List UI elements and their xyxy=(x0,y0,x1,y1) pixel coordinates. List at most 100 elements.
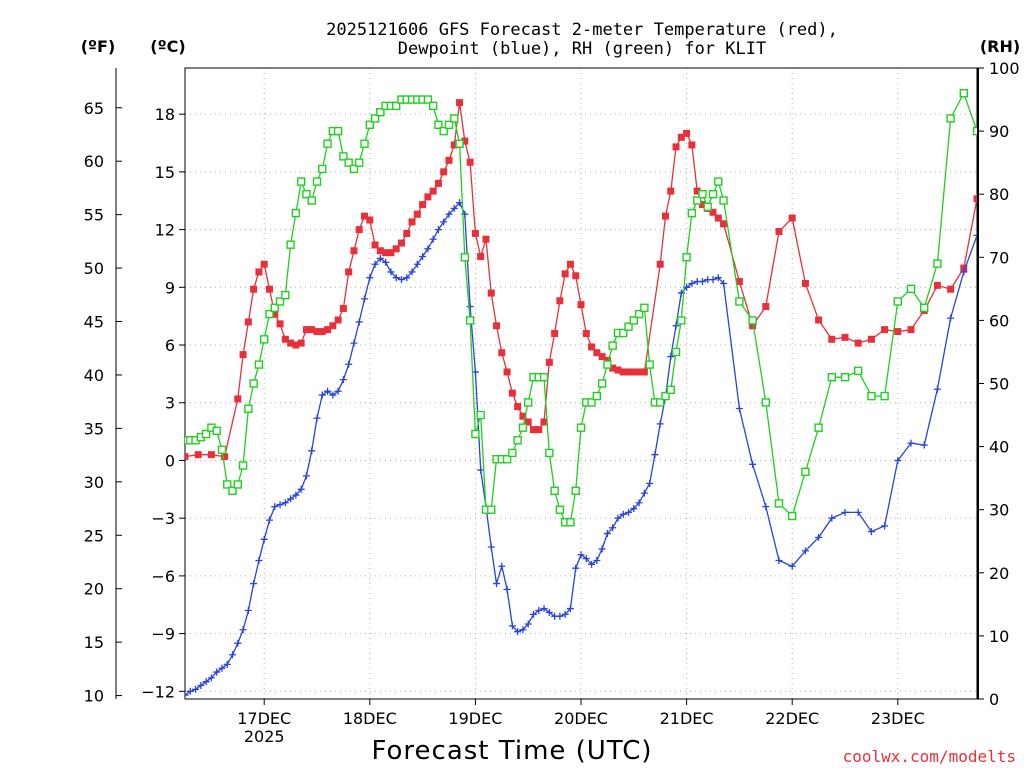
dewpoint-point xyxy=(960,268,968,276)
rh-point xyxy=(444,120,454,129)
rh-tick-label: 20 xyxy=(989,564,1009,583)
rh-point xyxy=(906,284,916,294)
dewpoint-point xyxy=(397,276,405,284)
dewpoint-point xyxy=(828,514,836,522)
temperature-point xyxy=(828,335,836,343)
temperature-point xyxy=(466,158,474,166)
c-tick-label: −6 xyxy=(151,567,175,586)
rh-point xyxy=(318,164,327,174)
dewpoint-point xyxy=(265,516,273,524)
temperature-point xyxy=(683,129,691,137)
dewpoint-point xyxy=(192,685,200,693)
rh-point xyxy=(201,429,211,439)
dewpoint-point xyxy=(218,664,226,672)
dewpoint-point xyxy=(366,274,374,282)
dewpoint-point xyxy=(487,543,495,551)
dewpoint-point xyxy=(894,456,902,464)
rh-point xyxy=(880,391,889,401)
grid-lines xyxy=(185,68,977,699)
x-tick-label: 19DEC xyxy=(448,709,502,728)
temperature-point xyxy=(529,426,537,434)
dewpoint-point xyxy=(588,560,596,568)
dewpoint-point xyxy=(603,530,611,538)
rh-point xyxy=(933,259,942,268)
dewpoint-point xyxy=(244,607,252,615)
temperature-point xyxy=(194,451,202,459)
rh-point xyxy=(333,126,343,136)
dewpoint-point xyxy=(635,499,643,507)
rh-point xyxy=(827,372,836,382)
dewpoint-point xyxy=(619,510,627,518)
temperature-point xyxy=(355,226,363,234)
temperature-point xyxy=(408,218,416,226)
rh-point xyxy=(355,158,364,167)
temperature-point xyxy=(540,418,548,426)
rh-point xyxy=(576,423,586,432)
rh-tick-label: 80 xyxy=(989,185,1009,204)
series-temperature xyxy=(185,95,994,461)
temperature-point xyxy=(947,285,955,293)
dewpoint-point xyxy=(973,231,977,239)
temperature-point xyxy=(709,208,717,216)
dewpoint-point xyxy=(762,503,770,511)
temperature-point xyxy=(598,353,606,361)
temperature-point xyxy=(640,368,648,376)
rh-point xyxy=(228,486,237,495)
dewpoint-point xyxy=(350,339,358,347)
temperature-point xyxy=(672,143,680,151)
dewpoint-point xyxy=(329,391,337,399)
dewpoint-point xyxy=(207,674,215,682)
temperature-point xyxy=(292,341,300,349)
dewpoint-point xyxy=(907,439,915,447)
x-tick-label: 22DEC xyxy=(765,709,819,728)
rh-point xyxy=(238,461,248,470)
temperature-point xyxy=(609,364,617,372)
f-tick-label: 45 xyxy=(84,313,104,332)
dewpoint-point xyxy=(841,508,849,516)
rh-point xyxy=(597,379,607,388)
temperature-point xyxy=(471,229,479,237)
dewpoint-point xyxy=(801,547,809,555)
temperature-point xyxy=(625,368,633,376)
temperature-point xyxy=(221,453,229,461)
dewpoint-point xyxy=(260,535,268,543)
rh-point xyxy=(545,448,554,458)
temperature-point xyxy=(854,339,862,347)
series-dewpoint xyxy=(185,199,977,699)
temperature-point xyxy=(434,179,442,187)
dewpoint-point xyxy=(815,533,823,541)
temperature-point xyxy=(635,368,643,376)
rh-point xyxy=(656,398,665,407)
rh-point xyxy=(748,316,757,325)
dewpoint-point xyxy=(185,691,189,699)
rh-point xyxy=(634,309,644,319)
dewpoint-point xyxy=(255,556,263,564)
dewpoint-point xyxy=(382,258,390,266)
x-tick-label: 17DEC xyxy=(237,709,291,728)
dewpoint-point xyxy=(313,414,321,422)
f-tick-label: 60 xyxy=(84,152,104,171)
rh-point xyxy=(629,316,638,325)
temperature-point xyxy=(987,95,994,102)
temperature-point xyxy=(450,141,458,149)
rh-tick-label: 70 xyxy=(989,248,1009,267)
rh-point xyxy=(223,480,232,489)
temperature-point xyxy=(894,328,902,336)
dewpoint-point xyxy=(429,235,437,243)
rh-point xyxy=(260,335,269,344)
temperature-point xyxy=(524,418,532,426)
dewpoint-point xyxy=(202,678,210,686)
rh-point xyxy=(708,189,718,199)
dewpoint-point xyxy=(672,322,680,330)
rh-point xyxy=(719,196,728,205)
temperature-point xyxy=(382,249,390,257)
temperature-point xyxy=(461,137,469,145)
dewpoint-point xyxy=(540,605,548,613)
c-tick-label: 9 xyxy=(165,278,175,297)
rh-point xyxy=(323,139,332,148)
dewpoint-point xyxy=(250,580,258,588)
rh-point xyxy=(344,158,353,167)
temperature-point xyxy=(749,322,757,330)
dewpoint-point xyxy=(514,628,522,636)
